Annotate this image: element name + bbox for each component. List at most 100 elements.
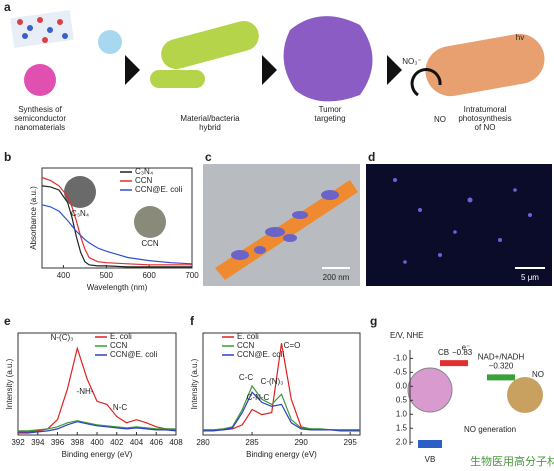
series-line — [41, 204, 193, 265]
series-line — [203, 384, 360, 431]
x-axis-title: Wavelength (nm) — [87, 283, 148, 292]
x-tick-label: 400 — [90, 438, 104, 447]
legend-label: E. coli — [237, 332, 259, 341]
plot-frame — [17, 332, 177, 436]
level-value: −0.320 — [489, 361, 514, 370]
arrow — [262, 55, 277, 85]
arrow — [387, 55, 402, 85]
x-tick-label: 290 — [294, 438, 308, 447]
legend-label: CCN — [237, 341, 255, 350]
annotation: C-N-C — [247, 393, 270, 402]
arrow — [125, 55, 140, 85]
annotation: NO — [532, 370, 544, 379]
annotation: C-C — [239, 373, 253, 382]
panel-label: a — [4, 0, 11, 14]
x-tick-label: 700 — [185, 271, 199, 280]
sphere — [24, 64, 56, 96]
watermark: 生物医用高分子材料 — [470, 454, 554, 468]
panel-label: g — [370, 314, 377, 328]
x-tick-label: 404 — [130, 438, 144, 447]
panel-label: c — [205, 150, 212, 164]
annotation: NO — [434, 115, 446, 124]
x-tick-label: 280 — [196, 438, 210, 447]
x-tick-label: 500 — [100, 271, 114, 280]
annotation: hv — [516, 33, 524, 42]
panel-label: b — [4, 150, 11, 164]
series-line — [203, 391, 360, 432]
annotation: C₃N₄ — [71, 209, 89, 218]
panel-label: f — [190, 314, 195, 328]
level-name: CB — [438, 348, 449, 357]
bacterium — [161, 20, 259, 70]
y-axis-title: Absorbance (a.u.) — [29, 186, 38, 250]
x-tick-label: 400 — [57, 271, 71, 280]
y-axis-title: Intensity (a.u.) — [5, 358, 14, 409]
annotation: C-(N)₃ — [261, 377, 284, 386]
energy-level — [440, 360, 468, 367]
series-line — [18, 420, 176, 432]
step-caption: Synthesis of semiconductor nanomaterials — [14, 105, 66, 132]
plot-frame — [202, 332, 361, 436]
sphere — [98, 30, 122, 54]
y-tick-label: -0.5 — [393, 367, 407, 376]
cycle-arrow — [410, 68, 442, 97]
cells — [393, 178, 532, 264]
x-tick-label: 392 — [11, 438, 25, 447]
fluorescence-image — [366, 164, 552, 286]
y-tick-label: 1.5 — [396, 423, 408, 432]
legend-label: E. coli — [110, 332, 132, 341]
legend-label: C₃N₄ — [135, 167, 153, 176]
level-value: −0.83 — [452, 348, 473, 357]
scale-label: 5 μm — [521, 273, 539, 282]
x-tick-label: 600 — [142, 271, 156, 280]
annotation: N-C — [113, 403, 127, 412]
y-tick-label: 0.0 — [396, 381, 408, 390]
tumor — [283, 16, 373, 102]
y-tick-label: -1.0 — [393, 353, 407, 362]
level-name: NAD+/NADH — [478, 352, 525, 361]
annotation: NO generation — [464, 425, 516, 434]
x-tick-label: 285 — [245, 438, 259, 447]
series-line — [41, 176, 192, 266]
plot-frame — [41, 167, 193, 269]
legend-label: CCN — [135, 176, 153, 185]
x-tick-label: 408 — [169, 438, 183, 447]
step-caption: Tumor targeting — [314, 105, 345, 123]
photo — [134, 206, 166, 238]
x-tick-label: 402 — [110, 438, 124, 447]
annotation: -NH- — [77, 387, 94, 396]
y-tick-label: 0.5 — [396, 395, 408, 404]
y-tick-label: 1.0 — [396, 409, 408, 418]
y-tick-label: 2.0 — [396, 437, 408, 446]
x-axis-title: Binding energy (eV) — [62, 450, 133, 459]
legend-label: CCN@E. coli — [110, 350, 157, 359]
legend-label: CCN@E. coli — [135, 185, 182, 194]
step-caption: Material/bacteria hybrid — [180, 114, 240, 132]
vb-bar — [418, 440, 442, 448]
panel-label: e — [4, 314, 11, 328]
step-caption: Intratumoral photosynthesis of NO — [458, 105, 511, 132]
photo — [64, 176, 96, 208]
x-tick-label: 406 — [150, 438, 164, 447]
panel-label: d — [368, 150, 375, 164]
bacterium — [150, 70, 205, 88]
annotation: NO₃⁻ — [402, 57, 421, 66]
nanoparticle — [407, 367, 453, 413]
x-tick-label: 396 — [51, 438, 65, 447]
annotation: CCN — [141, 239, 159, 248]
legend-label: CCN@E. coli — [237, 350, 284, 359]
x-axis-title: Binding energy (eV) — [246, 450, 317, 459]
nanomaterial-lattice — [10, 9, 74, 49]
y-axis-title: E/V, NHE — [390, 331, 424, 340]
series-line — [18, 421, 177, 434]
particles — [231, 190, 339, 260]
bacterium — [507, 377, 543, 413]
series-line — [18, 346, 177, 433]
x-tick-label: 394 — [31, 438, 45, 447]
bacterium-hybrid — [425, 33, 545, 97]
energy-level — [487, 374, 515, 381]
x-tick-label: 295 — [344, 438, 358, 447]
y-axis-title: Intensity (a.u.) — [190, 358, 199, 409]
annotation: e⁻ — [462, 343, 471, 352]
